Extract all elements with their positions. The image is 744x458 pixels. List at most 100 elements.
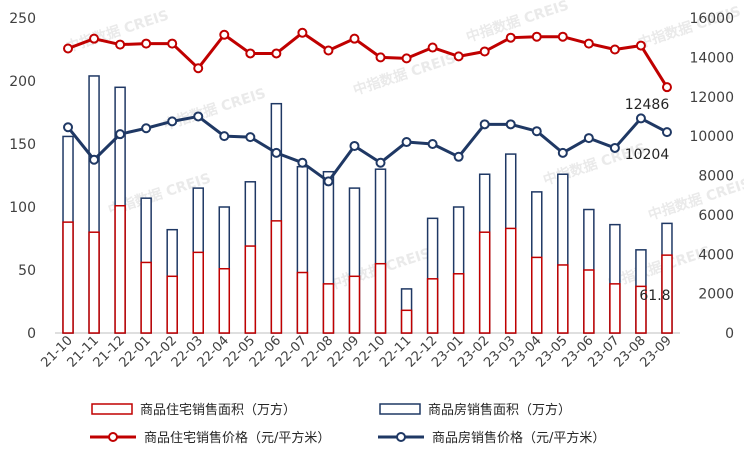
bar-residential-area bbox=[609, 283, 621, 334]
point-residential-price bbox=[505, 32, 516, 43]
bar-residential-area bbox=[270, 220, 283, 334]
right-tick-label: 0 bbox=[725, 326, 734, 342]
left-tick-label: 100 bbox=[9, 200, 36, 216]
point-commercial-price bbox=[479, 119, 490, 130]
legend-swatch-marker bbox=[108, 432, 118, 442]
bar-residential-area bbox=[504, 227, 517, 334]
point-commercial-price bbox=[219, 131, 230, 142]
point-residential-price bbox=[297, 27, 308, 38]
point-residential-price bbox=[635, 40, 646, 51]
point-commercial-price bbox=[63, 122, 74, 133]
point-commercial-price bbox=[427, 139, 438, 149]
point-commercial-price bbox=[245, 132, 256, 143]
left-tick-label: 250 bbox=[9, 11, 36, 27]
bar-residential-area bbox=[88, 231, 100, 334]
bar-residential-area bbox=[218, 267, 231, 334]
point-residential-price bbox=[427, 42, 438, 53]
bar-residential-area bbox=[478, 231, 491, 334]
watermark-text: 中指数据 CREIS bbox=[161, 85, 268, 134]
point-residential-price bbox=[193, 63, 204, 74]
bar-residential-area bbox=[531, 256, 543, 334]
point-commercial-price bbox=[349, 140, 360, 151]
point-commercial-price bbox=[557, 147, 568, 158]
legend-swatch-marker bbox=[396, 432, 406, 442]
point-commercial-price bbox=[583, 133, 594, 144]
bar-residential-area bbox=[192, 251, 204, 334]
point-commercial-price bbox=[401, 137, 412, 148]
data-labels: 12486 10204 61.8 bbox=[625, 97, 671, 304]
point-commercial-price bbox=[661, 127, 672, 138]
point-residential-price bbox=[271, 48, 282, 59]
bar-residential-area bbox=[166, 275, 178, 334]
data-label: 61.8 bbox=[639, 288, 670, 304]
bar-residential-area bbox=[322, 283, 335, 334]
left-tick-label: 150 bbox=[9, 137, 36, 153]
point-residential-price bbox=[245, 48, 256, 59]
bar-residential-area bbox=[348, 275, 361, 334]
bar-residential-area bbox=[557, 264, 569, 334]
point-commercial-price bbox=[193, 111, 204, 122]
legend-swatch-bar bbox=[379, 403, 421, 415]
point-residential-price bbox=[115, 39, 126, 50]
point-residential-price bbox=[323, 45, 334, 56]
point-residential-price bbox=[453, 51, 464, 62]
lines bbox=[63, 27, 672, 187]
right-tick-label: 2000 bbox=[698, 287, 734, 303]
bar-residential-area bbox=[452, 273, 465, 334]
point-residential-price bbox=[141, 38, 152, 49]
left-tick-label: 200 bbox=[9, 74, 36, 90]
legend-label: 商品住宅销售面积（万方） bbox=[140, 402, 296, 418]
legend-label: 商品房销售价格（元/平方米） bbox=[432, 430, 605, 446]
bar-residential-area bbox=[114, 204, 126, 334]
bar-residential-area bbox=[296, 271, 309, 334]
point-residential-price bbox=[479, 46, 490, 57]
right-tick-label: 4000 bbox=[698, 247, 734, 263]
point-commercial-price bbox=[115, 129, 126, 140]
legend-swatch-bar bbox=[91, 403, 133, 415]
right-tick-label: 12000 bbox=[689, 90, 734, 106]
point-commercial-price bbox=[531, 126, 542, 137]
point-commercial-price bbox=[271, 147, 282, 158]
bars bbox=[62, 75, 673, 334]
right-tick-label: 8000 bbox=[698, 169, 734, 185]
left-tick-label: 0 bbox=[27, 326, 36, 342]
point-residential-price bbox=[557, 31, 568, 42]
point-residential-price bbox=[349, 33, 360, 44]
point-commercial-price bbox=[375, 157, 386, 168]
right-tick-label: 6000 bbox=[698, 208, 734, 224]
bar-residential-area bbox=[140, 261, 152, 334]
point-commercial-price bbox=[167, 116, 178, 127]
right-tick-label: 10000 bbox=[689, 129, 734, 145]
left-tick-label: 50 bbox=[18, 263, 36, 279]
legend-label: 商品住宅销售价格（元/平方米） bbox=[144, 430, 330, 446]
point-commercial-price bbox=[89, 154, 100, 165]
bar-residential-area bbox=[661, 254, 673, 334]
point-commercial-price bbox=[297, 157, 308, 168]
watermark-text: 中指数据 CREIS bbox=[636, 3, 743, 52]
point-commercial-price bbox=[141, 123, 152, 134]
right-tick-label: 14000 bbox=[689, 50, 734, 66]
point-residential-price bbox=[609, 44, 620, 55]
point-residential-price bbox=[401, 53, 412, 64]
bar-residential-area bbox=[374, 262, 387, 334]
point-residential-price bbox=[583, 38, 594, 49]
bar-residential-area bbox=[426, 278, 439, 334]
point-commercial-price bbox=[609, 142, 620, 153]
data-label: 10204 bbox=[625, 147, 670, 163]
data-label: 12486 bbox=[625, 97, 670, 113]
point-residential-price bbox=[531, 31, 542, 42]
point-commercial-price bbox=[635, 113, 646, 124]
point-commercial-price bbox=[453, 151, 464, 162]
bar-residential-area bbox=[583, 269, 595, 334]
bar-residential-area bbox=[635, 285, 647, 334]
point-residential-price bbox=[89, 33, 100, 44]
point-residential-price bbox=[375, 52, 386, 63]
right-tick-label: 16000 bbox=[689, 11, 734, 27]
watermark-text: 中指数据 CREIS bbox=[606, 243, 713, 292]
point-residential-price bbox=[63, 43, 74, 54]
point-residential-price bbox=[219, 29, 230, 40]
legend: 商品住宅销售面积（万方） 商品房销售面积（万方） 商品住宅销售价格（元/平方米） 商品… bbox=[90, 402, 605, 446]
bar-residential-area bbox=[244, 245, 257, 334]
